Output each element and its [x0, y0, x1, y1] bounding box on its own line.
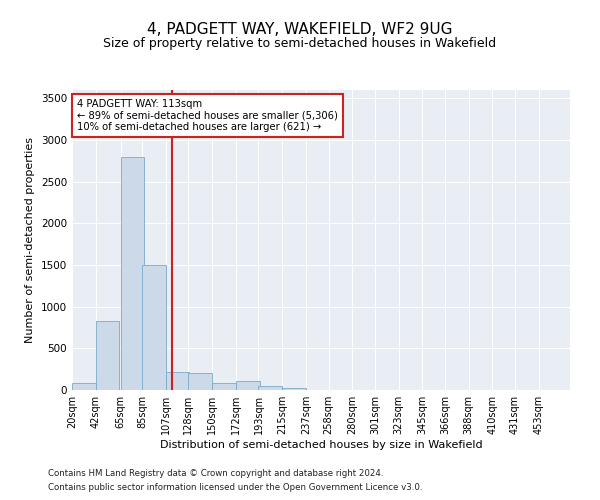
Bar — [212, 382, 236, 390]
Text: Contains HM Land Registry data © Crown copyright and database right 2024.: Contains HM Land Registry data © Crown c… — [48, 468, 383, 477]
Bar — [166, 372, 190, 390]
Bar — [142, 265, 166, 390]
Y-axis label: Number of semi-detached properties: Number of semi-detached properties — [25, 137, 35, 343]
Bar — [188, 372, 212, 390]
Text: 4, PADGETT WAY, WAKEFIELD, WF2 9UG: 4, PADGETT WAY, WAKEFIELD, WF2 9UG — [147, 22, 453, 38]
Bar — [236, 381, 260, 390]
Text: 4 PADGETT WAY: 113sqm
← 89% of semi-detached houses are smaller (5,306)
10% of s: 4 PADGETT WAY: 113sqm ← 89% of semi-deta… — [77, 99, 338, 132]
Bar — [72, 384, 96, 390]
Text: Contains public sector information licensed under the Open Government Licence v3: Contains public sector information licen… — [48, 484, 422, 492]
Bar — [259, 386, 282, 390]
Bar — [96, 321, 119, 390]
Text: Size of property relative to semi-detached houses in Wakefield: Size of property relative to semi-detach… — [103, 38, 497, 51]
Bar — [282, 388, 306, 390]
Bar — [121, 156, 144, 390]
X-axis label: Distribution of semi-detached houses by size in Wakefield: Distribution of semi-detached houses by … — [160, 440, 482, 450]
